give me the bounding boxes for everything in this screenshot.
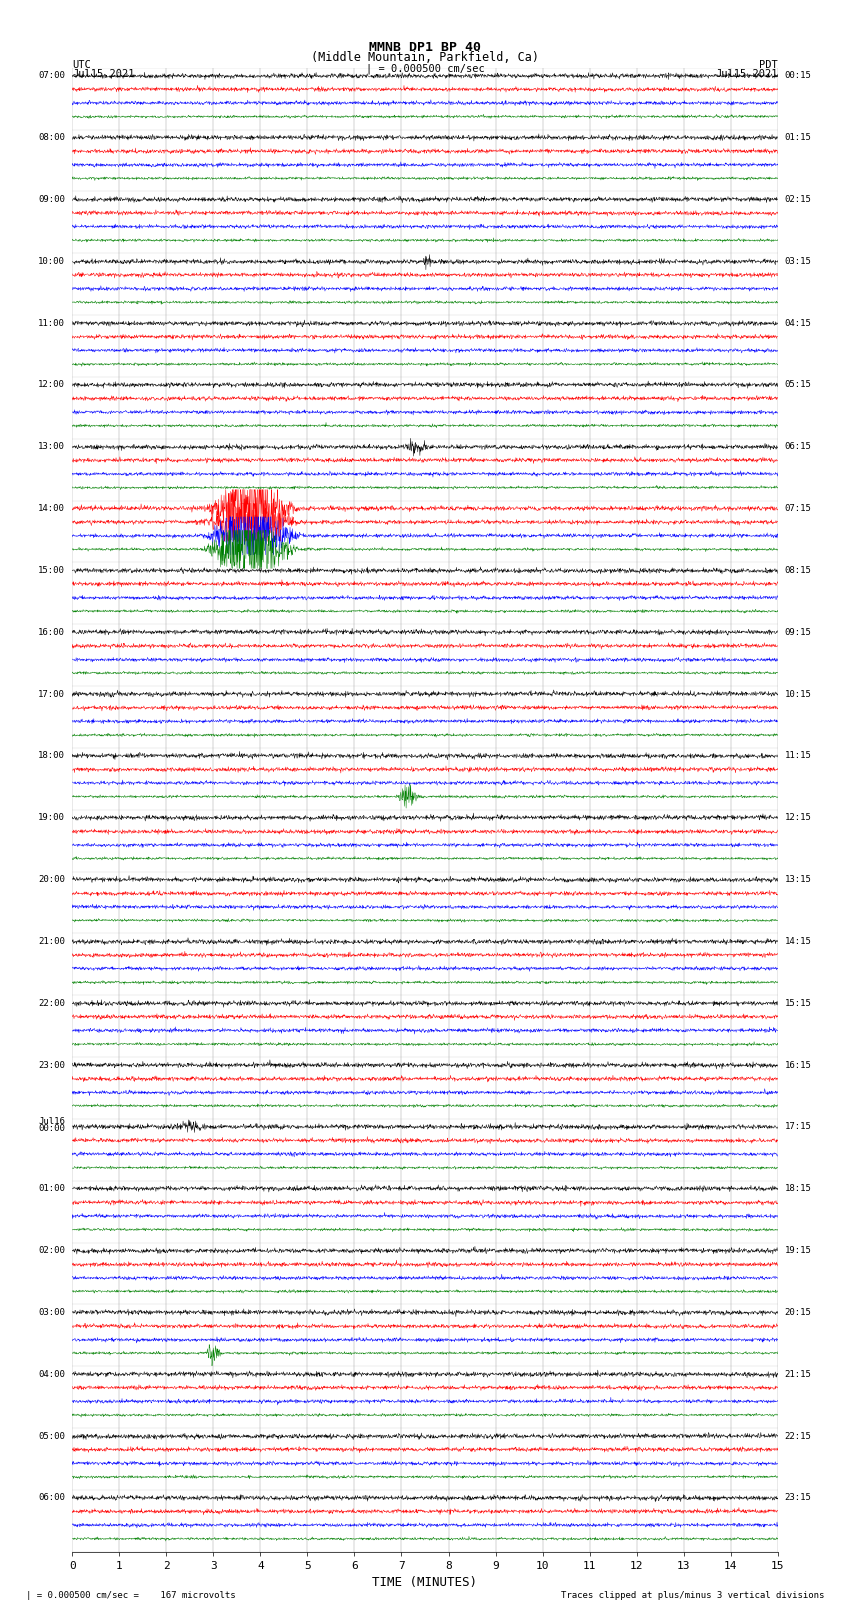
Text: 20:00: 20:00 <box>38 876 65 884</box>
Text: 01:00: 01:00 <box>38 1184 65 1194</box>
Text: 14:15: 14:15 <box>785 937 812 945</box>
Text: 11:00: 11:00 <box>38 319 65 327</box>
Text: Traces clipped at plus/minus 3 vertical divisions: Traces clipped at plus/minus 3 vertical … <box>561 1590 824 1600</box>
Text: | = 0.000500 cm/sec: | = 0.000500 cm/sec <box>366 65 484 74</box>
Text: | = 0.000500 cm/sec =    167 microvolts: | = 0.000500 cm/sec = 167 microvolts <box>26 1590 235 1600</box>
Text: 03:00: 03:00 <box>38 1308 65 1316</box>
Text: 04:15: 04:15 <box>785 319 812 327</box>
Text: 15:15: 15:15 <box>785 998 812 1008</box>
Text: 08:15: 08:15 <box>785 566 812 574</box>
Text: 08:00: 08:00 <box>38 134 65 142</box>
Text: 07:00: 07:00 <box>38 71 65 81</box>
Text: 12:15: 12:15 <box>785 813 812 823</box>
Text: 00:00: 00:00 <box>38 1124 65 1132</box>
Text: 22:00: 22:00 <box>38 998 65 1008</box>
Text: 14:00: 14:00 <box>38 505 65 513</box>
Text: 02:00: 02:00 <box>38 1247 65 1255</box>
Text: 13:15: 13:15 <box>785 876 812 884</box>
Text: 06:15: 06:15 <box>785 442 812 452</box>
Text: 21:15: 21:15 <box>785 1369 812 1379</box>
Text: 21:00: 21:00 <box>38 937 65 945</box>
Text: 22:15: 22:15 <box>785 1432 812 1440</box>
Text: 03:15: 03:15 <box>785 256 812 266</box>
Text: 20:15: 20:15 <box>785 1308 812 1316</box>
Text: Jul15,2021: Jul15,2021 <box>72 69 135 79</box>
Text: 02:15: 02:15 <box>785 195 812 203</box>
Text: 18:15: 18:15 <box>785 1184 812 1194</box>
Text: 00:15: 00:15 <box>785 71 812 81</box>
Text: 09:15: 09:15 <box>785 627 812 637</box>
Text: Jul16: Jul16 <box>38 1116 65 1126</box>
Text: (Middle Mountain, Parkfield, Ca): (Middle Mountain, Parkfield, Ca) <box>311 50 539 65</box>
Text: Jul15,2021: Jul15,2021 <box>715 69 778 79</box>
Text: 16:15: 16:15 <box>785 1061 812 1069</box>
Text: UTC: UTC <box>72 60 91 69</box>
Text: 17:15: 17:15 <box>785 1123 812 1131</box>
Text: 11:15: 11:15 <box>785 752 812 760</box>
Text: 17:00: 17:00 <box>38 690 65 698</box>
Text: 13:00: 13:00 <box>38 442 65 452</box>
Text: 05:15: 05:15 <box>785 381 812 389</box>
Text: 23:00: 23:00 <box>38 1061 65 1069</box>
Text: 19:15: 19:15 <box>785 1247 812 1255</box>
Text: 10:15: 10:15 <box>785 690 812 698</box>
Text: 04:00: 04:00 <box>38 1369 65 1379</box>
Text: 12:00: 12:00 <box>38 381 65 389</box>
Text: 05:00: 05:00 <box>38 1432 65 1440</box>
Text: 15:00: 15:00 <box>38 566 65 574</box>
Text: 07:15: 07:15 <box>785 505 812 513</box>
Text: 06:00: 06:00 <box>38 1494 65 1502</box>
Text: PDT: PDT <box>759 60 778 69</box>
X-axis label: TIME (MINUTES): TIME (MINUTES) <box>372 1576 478 1589</box>
Text: MMNB DP1 BP 40: MMNB DP1 BP 40 <box>369 40 481 55</box>
Text: 18:00: 18:00 <box>38 752 65 760</box>
Text: 23:15: 23:15 <box>785 1494 812 1502</box>
Text: 16:00: 16:00 <box>38 627 65 637</box>
Text: 10:00: 10:00 <box>38 256 65 266</box>
Text: 01:15: 01:15 <box>785 134 812 142</box>
Text: 09:00: 09:00 <box>38 195 65 203</box>
Text: 19:00: 19:00 <box>38 813 65 823</box>
